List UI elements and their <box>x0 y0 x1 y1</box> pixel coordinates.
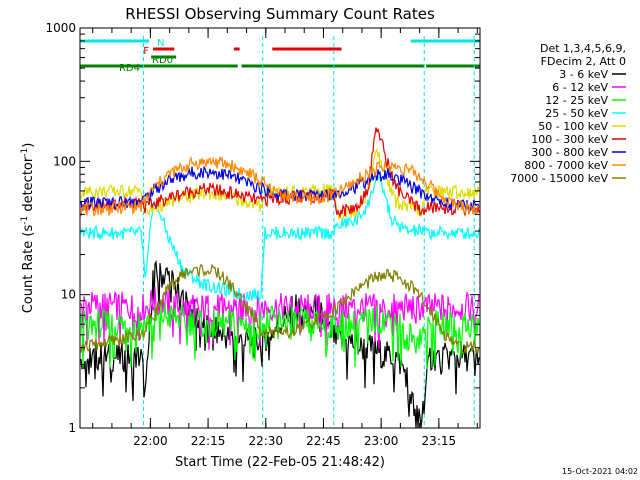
timestamp: 15-Oct-2021 04:02 <box>562 467 638 476</box>
legend-entry: 100 - 300 keV <box>531 133 608 146</box>
legend-header: FDecim 2, Att 0 <box>541 55 626 68</box>
legend-entry: 3 - 6 keV <box>559 68 608 81</box>
legend-entry: 300 - 800 keV <box>531 146 608 159</box>
series-line <box>80 155 480 217</box>
plot-series <box>80 127 480 429</box>
chart-title: RHESSI Observing Summary Count Rates <box>125 5 435 23</box>
x-tick-label: 22:30 <box>248 434 283 448</box>
x-tick-label: 22:45 <box>306 434 341 448</box>
y-tick-label: 100 <box>53 154 76 168</box>
y-tick-label: 1 <box>68 421 76 435</box>
y-tick-label: 1000 <box>45 21 76 35</box>
y-tick-label: 10 <box>61 288 76 302</box>
series-line <box>80 147 480 221</box>
legend: Det 1,3,4,5,6,9,FDecim 2, Att 03 - 6 keV… <box>510 42 626 185</box>
legend-entry: 12 - 25 keV <box>545 94 608 107</box>
series-line <box>80 263 480 356</box>
flag-label-f: F <box>143 46 149 57</box>
y-axis: 1 10 100 1000 <box>45 21 480 435</box>
x-axis-label: Start Time (22-Feb-05 21:48:42) <box>175 455 385 470</box>
y-axis-label: Count Rate (s-1 detector-1) <box>20 143 36 314</box>
flag-label-rd4: RD4 <box>119 63 140 74</box>
series-line <box>80 127 480 218</box>
legend-entry: 25 - 50 keV <box>545 107 608 120</box>
x-tick-label: 22:15 <box>191 434 226 448</box>
legend-entry: 6 - 12 keV <box>552 81 608 94</box>
x-tick-label: 22:00 <box>133 434 168 448</box>
legend-entry: 7000 - 15000 keV <box>510 172 608 185</box>
plot-frame <box>79 27 481 429</box>
series-line <box>80 260 480 429</box>
x-tick-label: 23:15 <box>422 434 457 448</box>
legend-entry: 800 - 7000 keV <box>524 159 608 172</box>
series-line <box>80 287 480 350</box>
x-tick-label: 23:00 <box>364 434 399 448</box>
series-line <box>80 303 480 370</box>
legend-header: Det 1,3,4,5,6,9, <box>540 42 626 55</box>
flag-label-n: N <box>157 38 164 49</box>
legend-entry: 50 - 100 keV <box>538 120 608 133</box>
series-line <box>80 174 480 303</box>
x-axis: 22:00 22:15 22:30 22:45 23:00 23:15 <box>92 28 478 448</box>
flag-label-rd0: RD0 <box>152 55 173 66</box>
